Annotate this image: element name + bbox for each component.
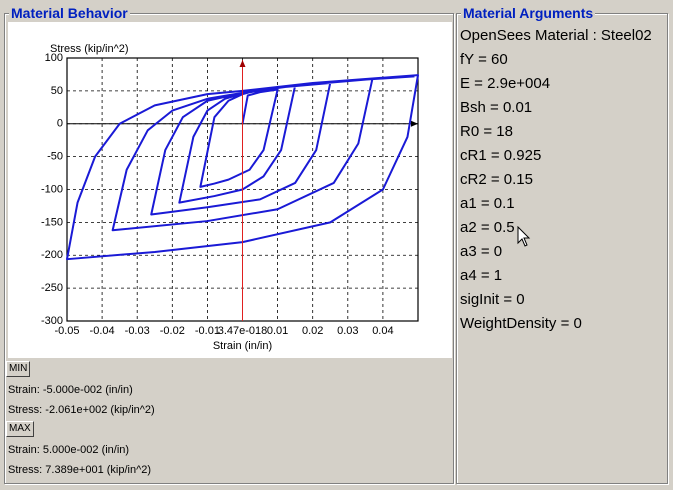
- argument-item: OpenSees Material : Steel02: [460, 27, 652, 44]
- max-stress: Stress: 7.389e+001 (kip/in^2): [8, 464, 152, 476]
- x-tick-label: -0.01: [195, 325, 220, 337]
- chart-background: [8, 22, 452, 358]
- y-tick-label: 50: [51, 85, 63, 97]
- axis-arrow: [411, 120, 418, 127]
- y-tick-label: 100: [45, 52, 63, 64]
- argument-item: cR1 = 0.925: [460, 147, 542, 164]
- x-tick-label: -0.03: [125, 325, 150, 337]
- x-tick-label: 0.02: [302, 325, 323, 337]
- y-tick-label: -250: [41, 282, 63, 294]
- group-title: Material Behavior: [9, 5, 130, 21]
- group-title: Material Arguments: [461, 5, 596, 21]
- argument-item: fY = 60: [460, 51, 508, 68]
- mouse-cursor: [517, 226, 531, 247]
- argument-item: Bsh = 0.01: [460, 99, 533, 116]
- x-tick-label: -0.02: [160, 325, 185, 337]
- argument-item: a3 = 0: [460, 243, 503, 260]
- y-axis-label: Stress (kip/in^2): [50, 43, 129, 55]
- argument-item: E = 2.9e+004: [460, 75, 551, 92]
- argument-item: cR2 = 0.15: [460, 171, 533, 188]
- x-tick-label: 0.03: [337, 325, 358, 337]
- argument-item: sigInit = 0: [460, 291, 525, 308]
- x-axis-label: Strain (in/in): [213, 340, 272, 352]
- behavior-group: [4, 13, 454, 484]
- min-button[interactable]: MIN: [6, 361, 31, 377]
- argument-item: a4 = 1: [460, 267, 503, 284]
- y-tick-label: 0: [57, 118, 63, 130]
- argument-item: R0 = 18: [460, 123, 513, 140]
- argument-item: a1 = 0.1: [460, 195, 515, 212]
- axis-arrow: [239, 60, 246, 67]
- x-tick-label: 3.47e-018: [218, 325, 268, 337]
- y-tick-label: -100: [41, 183, 63, 195]
- y-tick-label: -300: [41, 315, 63, 327]
- x-tick-label: 0.04: [372, 325, 393, 337]
- min-strain: Strain: -5.000e-002 (in/in): [8, 384, 133, 396]
- argument-item: WeightDensity = 0: [460, 315, 582, 332]
- y-tick-label: -50: [47, 151, 63, 163]
- y-tick-label: -150: [41, 216, 63, 228]
- hysteresis-line: [66, 74, 419, 261]
- y-tick-label: -200: [41, 249, 63, 261]
- max-strain: Strain: 5.000e-002 (in/in): [8, 444, 130, 456]
- min-stress: Stress: -2.061e+002 (kip/in^2): [8, 404, 155, 416]
- x-tick-label: 0.01: [267, 325, 288, 337]
- max-button[interactable]: MAX: [6, 421, 34, 437]
- x-tick-label: -0.05: [54, 325, 79, 337]
- argument-item: a2 = 0.5: [460, 219, 515, 236]
- x-tick-label: -0.04: [90, 325, 115, 337]
